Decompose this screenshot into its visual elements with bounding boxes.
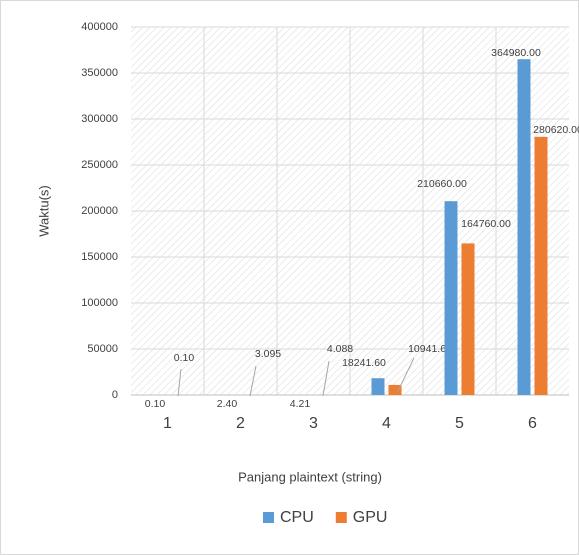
value-label: 364980.00 <box>491 47 541 59</box>
legend-swatch <box>263 512 274 523</box>
label-leader <box>177 368 182 397</box>
label-leader <box>322 360 330 397</box>
value-label: 280620.00 <box>533 124 579 136</box>
value-label: 3.095 <box>255 348 281 360</box>
x-tick-label: 2 <box>236 415 245 432</box>
value-label: 210660.00 <box>417 178 467 190</box>
x-tick-label: 3 <box>309 415 318 432</box>
value-label: 164760.00 <box>461 218 511 230</box>
label-leader <box>396 357 415 394</box>
bar <box>534 136 548 396</box>
label-leader <box>249 365 257 397</box>
y-tick-label: 300000 <box>81 113 118 125</box>
y-tick-label: 200000 <box>81 205 118 217</box>
value-label: 0.10 <box>145 398 166 410</box>
value-label: 18241.60 <box>342 357 386 369</box>
y-axis-label: Waktu(s) <box>36 185 51 237</box>
x-tick-label: 4 <box>382 415 391 432</box>
y-tick-label: 350000 <box>81 67 118 79</box>
x-tick-label: 1 <box>163 415 172 432</box>
bar <box>371 378 385 395</box>
x-axis-label: Panjang plaintext (string) <box>238 469 382 484</box>
y-tick-label: 100000 <box>81 297 118 309</box>
value-label: 4.088 <box>327 343 353 355</box>
x-tick-label: 5 <box>455 415 464 432</box>
legend-swatch <box>335 512 347 523</box>
value-label: 4.21 <box>290 398 311 410</box>
value-label: 0.10 <box>174 352 195 364</box>
bar <box>517 59 531 396</box>
y-tick-label: 150000 <box>81 251 118 263</box>
value-label: 2.40 <box>217 398 238 410</box>
bar <box>444 201 458 395</box>
y-tick-label: 50000 <box>87 343 118 355</box>
legend-label: CPU <box>280 509 314 526</box>
x-tick-label: 6 <box>528 415 537 432</box>
value-label: 10941.67 <box>408 343 452 355</box>
y-tick-label: 250000 <box>81 159 118 171</box>
bar <box>388 384 402 395</box>
bar <box>461 243 475 395</box>
legend-label: GPU <box>353 509 388 526</box>
y-tick-label: 400000 <box>81 21 118 33</box>
y-tick-label: 0 <box>112 389 118 401</box>
